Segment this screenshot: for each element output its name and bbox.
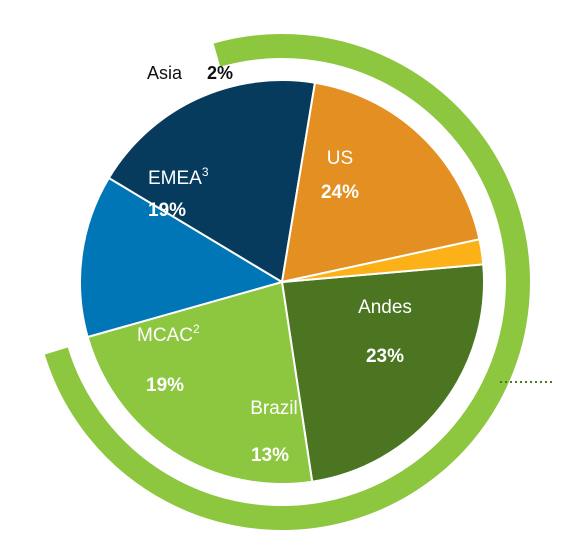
label-mcac: MCAC2 — [137, 322, 200, 346]
label-emea-sup: 3 — [202, 165, 209, 179]
pct-emea: 19% — [148, 200, 186, 221]
pct-us: 24% — [321, 182, 359, 203]
label-brazil: Brazil — [250, 398, 298, 419]
pct-andes: 23% — [366, 346, 404, 367]
slice-brazil — [79, 176, 285, 339]
slice-mcac — [107, 79, 317, 284]
slice-us — [280, 263, 485, 483]
label-asia: Asia — [147, 63, 183, 83]
label-mcac-text: MCAC — [137, 325, 193, 346]
label-emea-text: EMEA — [148, 168, 202, 189]
pct-brazil: 13% — [251, 445, 289, 466]
slice-emea — [280, 81, 481, 284]
pct-mcac: 19% — [146, 375, 184, 396]
label-us: US — [327, 148, 353, 169]
slice-labels: US 24% Andes 23% Brazil 13% MCAC2 19% EM… — [137, 63, 412, 466]
outer-highlight-ring — [44, 34, 530, 530]
pie-slices — [79, 79, 485, 485]
label-emea: EMEA3 — [148, 165, 209, 189]
pct-asia: 2% — [207, 63, 233, 83]
label-andes: Andes — [358, 297, 412, 318]
slice-asia — [281, 238, 485, 283]
slice-andes — [86, 280, 314, 485]
label-mcac-sup: 2 — [193, 322, 200, 336]
